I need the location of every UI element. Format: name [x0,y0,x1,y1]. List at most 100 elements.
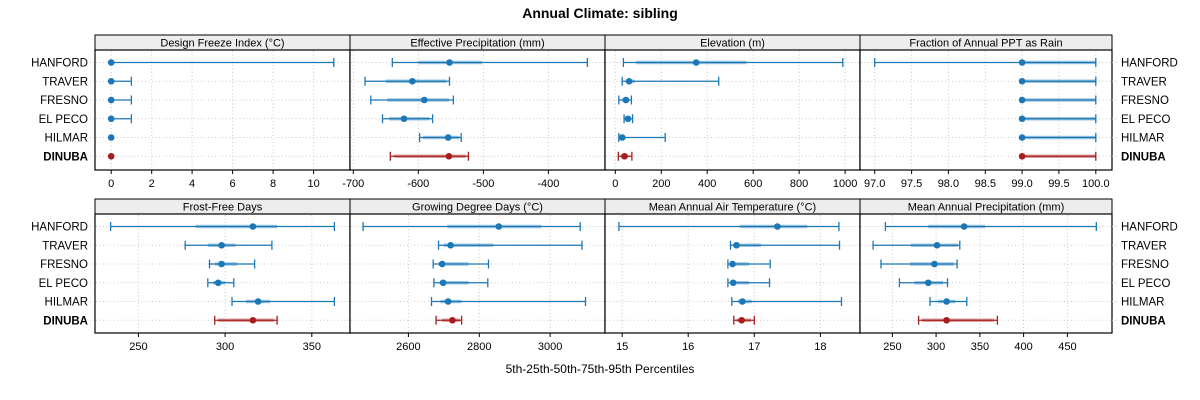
x-tick-label: 2800 [467,341,491,353]
panel-title: Growing Degree Days (°C) [412,201,543,213]
x-tick-label: 98.5 [975,178,996,190]
x-tick-label: -400 [537,178,559,190]
panel-title: Mean Annual Precipitation (mm) [908,201,1065,213]
station-label-left: DINUBA [43,315,88,327]
median-dot [1018,134,1026,141]
x-tick-label: 350 [971,341,989,353]
x-tick-label: 300 [216,341,234,353]
median-dot [618,134,626,141]
median-dot [1018,77,1026,85]
panel-area [349,213,606,334]
median-dot [249,316,257,324]
station-label-left: HILMAR [45,133,88,145]
panel-title: Mean Annual Air Temperature (°C) [649,201,816,213]
median-dot [449,316,456,324]
median-dot [622,96,630,104]
median-dot [1018,96,1026,104]
station-label-right: EL PECO [1121,278,1170,290]
median-dot [107,152,115,160]
median-dot [446,59,453,66]
x-tick-label: 10 [307,178,319,190]
x-tick-label: 1000 [833,178,857,190]
x-tick-label: 99.0 [1011,178,1032,190]
station-label-right: FRESNO [1121,259,1169,271]
median-dot [107,134,115,141]
x-tick-label: 97.0 [864,178,885,190]
x-tick-label: 300 [927,341,945,353]
median-dot [1018,115,1026,123]
station-label-left: HANFORD [31,222,88,234]
panel-area [859,49,1113,171]
median-dot [729,260,736,268]
x-tick-label: -700 [342,178,364,190]
x-tick-label: 18 [814,341,826,353]
median-dot [438,260,446,268]
station-label-right: FRESNO [1121,95,1169,107]
station-label-right: HANFORD [1121,58,1178,70]
panel-area [604,49,861,171]
median-dot [943,316,950,324]
median-dot [107,96,115,104]
median-dot [625,77,633,85]
panel-area [94,213,351,334]
x-tick-label: 2 [149,178,155,190]
x-tick-label: 400 [698,178,716,190]
median-dot [931,260,938,268]
median-dot [254,298,262,305]
x-tick-label: 8 [270,178,276,190]
x-tick-label: 6 [230,178,236,190]
station-label-left: HANFORD [31,58,88,70]
percentiles-caption: 5th-25th-50th-75th-95th Percentiles [505,362,695,376]
station-label-left: TRAVER [42,240,88,252]
median-dot [444,134,452,141]
median-dot [774,223,781,230]
x-tick-label: 0 [612,178,618,190]
x-tick-label: 16 [682,341,694,353]
panel-title: Elevation (m) [700,37,765,49]
x-tick-label: 17 [748,341,760,353]
x-tick-label: 100.0 [1082,178,1110,190]
x-tick-label: 600 [744,178,762,190]
median-dot [420,96,428,104]
median-dot [733,241,740,249]
median-dot [738,316,745,324]
station-label-left: FRESNO [40,259,88,271]
median-dot [1018,59,1026,66]
panel-title: Fraction of Annual PPT as Rain [909,37,1062,49]
x-tick-label: -500 [472,178,494,190]
station-label-left: DINUBA [43,151,88,163]
x-tick-label: 15 [616,341,628,353]
x-tick-label: 97.5 [901,178,922,190]
station-label-right: EL PECO [1121,114,1170,126]
x-tick-label: 400 [1014,341,1032,353]
panel-area [349,49,606,171]
station-label-right: TRAVER [1121,240,1167,252]
median-dot [107,115,115,123]
panel-area [859,213,1113,334]
x-tick-label: 800 [790,178,808,190]
median-dot [943,298,950,305]
x-tick-label: 200 [652,178,670,190]
median-dot [249,223,257,230]
chart-title: Annual Climate: sibling [522,5,678,21]
station-label-right: HILMAR [1121,297,1164,309]
median-dot [218,241,225,249]
median-dot [495,223,503,230]
median-dot [445,152,453,160]
median-dot [621,152,628,160]
station-label-right: DINUBA [1121,315,1166,327]
x-tick-label: -600 [407,178,429,190]
x-tick-label: 350 [303,341,321,353]
station-label-right: HANFORD [1121,222,1178,234]
median-dot [729,279,737,287]
median-dot [400,115,408,123]
median-dot [107,59,115,66]
panel-title: Design Freeze Index (°C) [160,37,284,49]
median-dot [214,279,222,287]
median-dot [1018,152,1026,160]
x-tick-label: 98.0 [938,178,959,190]
x-tick-label: 450 [1058,341,1076,353]
median-dot [925,279,932,287]
